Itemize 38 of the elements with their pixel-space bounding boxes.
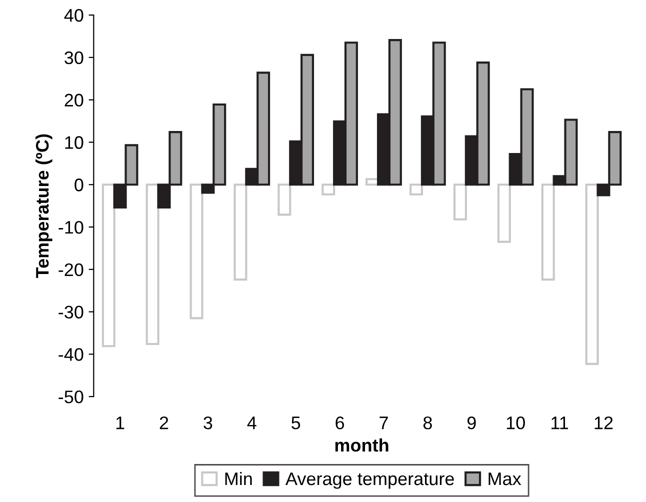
x-tick-label: 9 <box>467 416 476 430</box>
bar <box>190 184 204 320</box>
bar <box>453 184 467 220</box>
x-tick-label: 8 <box>423 416 432 430</box>
y-tick-label: 10 <box>65 136 84 149</box>
bar <box>410 184 424 196</box>
bar <box>146 184 160 346</box>
y-tick-label: 30 <box>64 51 84 64</box>
y-tick-label: -10 <box>58 220 84 234</box>
x-tick-label: 7 <box>380 416 388 430</box>
bar <box>541 184 555 281</box>
bar <box>497 184 511 243</box>
bar <box>278 184 292 216</box>
x-axis-title: month <box>335 438 388 452</box>
y-tick-label: 0 <box>74 178 84 192</box>
legend-label: Average temperature <box>285 472 454 489</box>
y-tick-label: -30 <box>58 306 84 319</box>
x-tick-label: 12 <box>594 416 613 430</box>
x-tick-label: 10 <box>506 416 525 430</box>
x-tick-label: 3 <box>204 416 212 430</box>
bar <box>585 184 599 365</box>
bar <box>234 184 248 281</box>
y-axis-title: Temperature (ºC) <box>35 134 52 278</box>
y-tick-label: -40 <box>58 348 84 361</box>
bar <box>102 184 116 348</box>
x-tick-label: 6 <box>336 416 344 430</box>
legend-label: Max <box>488 472 522 486</box>
x-tick-label: 2 <box>160 416 168 430</box>
x-tick-label: 11 <box>552 416 568 430</box>
y-tick-label: 40 <box>64 8 84 22</box>
y-tick-label: -50 <box>58 390 84 404</box>
x-tick-label: 5 <box>292 416 300 430</box>
y-tick-label: -20 <box>58 263 84 276</box>
x-tick-label: 1 <box>116 416 124 430</box>
y-tick-label: 20 <box>64 94 84 107</box>
legend-label: Min <box>225 472 252 486</box>
bar <box>322 184 336 196</box>
x-tick-label: 4 <box>247 416 256 430</box>
